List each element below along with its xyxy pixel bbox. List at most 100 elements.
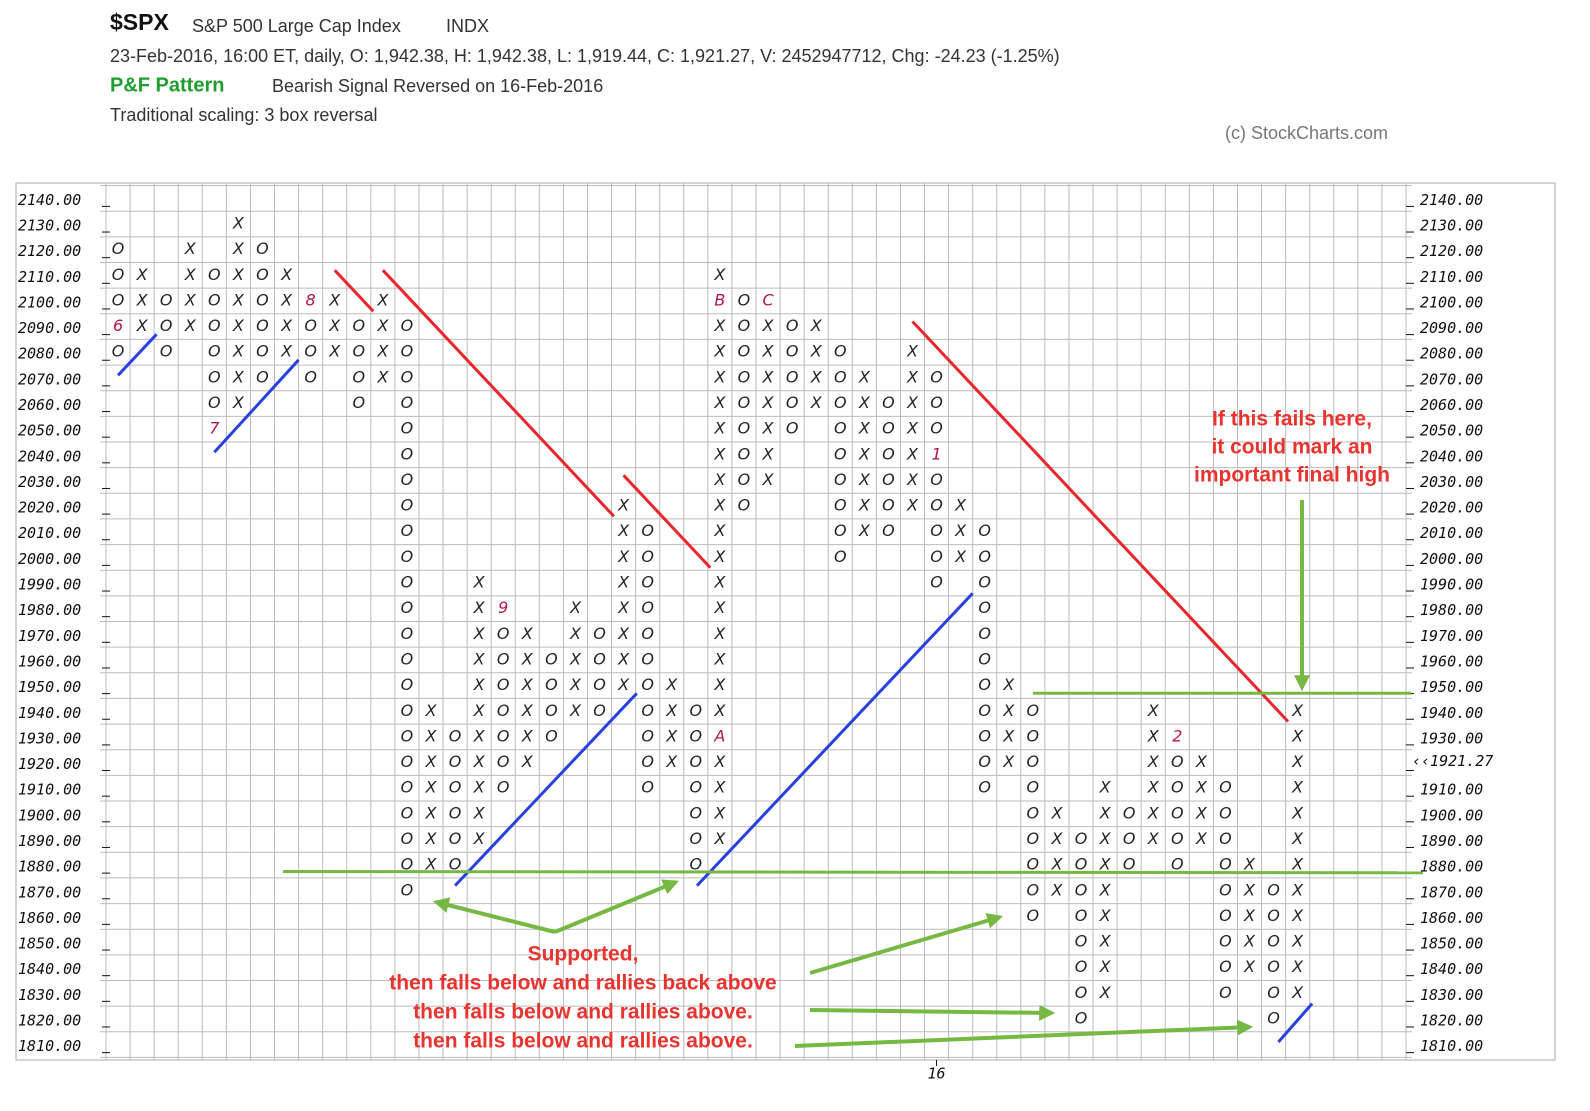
o-box: O	[1027, 726, 1040, 745]
x-box: X	[713, 624, 726, 643]
o-box: O	[112, 265, 125, 284]
x-box: X	[328, 316, 341, 335]
o-box: O	[690, 726, 703, 745]
x-box: X	[1147, 778, 1160, 797]
o-box: O	[690, 778, 703, 797]
x-box: X	[1147, 701, 1160, 720]
x-box: X	[1147, 752, 1160, 771]
x-box: X	[232, 265, 245, 284]
o-box: O	[401, 649, 414, 668]
x-box: X	[713, 316, 726, 335]
y-tick-label-right: 2130.00	[1420, 217, 1483, 235]
o-box: O	[882, 393, 895, 412]
y-tick-label: 1960.00	[18, 652, 81, 670]
o-box: O	[497, 778, 510, 797]
x-box: X	[473, 598, 486, 617]
x-box: X	[713, 752, 726, 771]
x-box: X	[425, 701, 438, 720]
x-box: X	[1147, 803, 1160, 822]
x-box: X	[1050, 829, 1063, 848]
x-box: X	[1291, 983, 1304, 1002]
y-tick-label-right: 1880.00	[1420, 858, 1483, 876]
y-tick-label: 1990.00	[18, 576, 81, 594]
x-box: X	[521, 726, 534, 745]
o-box: O	[401, 880, 414, 899]
y-tick-label-right: 1870.00	[1420, 883, 1483, 901]
o-box: O	[834, 342, 847, 361]
o-box: O	[208, 316, 221, 335]
o-box: O	[882, 470, 895, 489]
o-box: O	[786, 342, 799, 361]
o-box: O	[1075, 932, 1088, 951]
o-box: O	[1027, 803, 1040, 822]
o-box: O	[1075, 906, 1088, 925]
x-box: X	[1243, 957, 1256, 976]
x-box: X	[569, 675, 582, 694]
y-tick-label: 1890.00	[18, 832, 81, 850]
annotation: then falls below and rallies above.	[413, 1030, 753, 1053]
trend-line	[1277, 1002, 1314, 1044]
o-box: O	[1267, 1008, 1280, 1027]
o-box: O	[401, 316, 414, 335]
x-box: X	[906, 470, 919, 489]
trend-line	[213, 358, 300, 454]
o-box: O	[208, 342, 221, 361]
x-box: X	[713, 444, 726, 463]
y-tick-label-right: 1910.00	[1420, 781, 1483, 799]
y-tick-label: 1970.00	[18, 627, 81, 645]
o-box: O	[978, 675, 991, 694]
o-box: O	[352, 393, 365, 412]
o-box: O	[690, 803, 703, 822]
o-box: O	[978, 598, 991, 617]
x-box: X	[1291, 932, 1304, 951]
o-box: O	[641, 573, 654, 592]
x-box: X	[280, 265, 293, 284]
o-box: O	[449, 829, 462, 848]
month-mark: C	[762, 290, 774, 309]
x-box: X	[713, 573, 726, 592]
o-box: O	[1027, 701, 1040, 720]
o-box: O	[1075, 880, 1088, 899]
x-box: X	[232, 290, 245, 309]
o-box: O	[1171, 778, 1184, 797]
o-box: O	[786, 316, 799, 335]
o-box: O	[304, 342, 317, 361]
x-box: X	[713, 598, 726, 617]
y-tick-label: 1980.00	[18, 601, 81, 619]
y-tick-label: 1860.00	[18, 909, 81, 927]
o-box: O	[208, 367, 221, 386]
y-tick-label: 2120.00	[18, 242, 81, 260]
trend-line	[911, 320, 1290, 723]
o-box: O	[1027, 829, 1040, 848]
x-box: X	[1050, 855, 1063, 874]
o-box: O	[449, 778, 462, 797]
o-box: O	[738, 419, 751, 438]
x-box: X	[521, 675, 534, 694]
y-tick-label: 2020.00	[18, 499, 81, 517]
o-box: O	[112, 342, 125, 361]
o-box: O	[641, 752, 654, 771]
y-tick-label: 1870.00	[18, 883, 81, 901]
y-tick-label-right: 2040.00	[1420, 447, 1483, 465]
o-box: O	[786, 419, 799, 438]
o-box: O	[1219, 957, 1232, 976]
y-tick-label: 1930.00	[18, 729, 81, 747]
x-box: X	[762, 393, 775, 412]
month-mark: 7	[209, 419, 220, 438]
o-box: O	[401, 521, 414, 540]
y-tick-label: 2000.00	[18, 550, 81, 568]
arrow	[554, 879, 679, 934]
x-box: X	[280, 290, 293, 309]
o-box: O	[641, 701, 654, 720]
o-box: O	[593, 624, 606, 643]
x-box: X	[521, 649, 534, 668]
x-box: X	[473, 829, 486, 848]
o-box: O	[256, 342, 269, 361]
o-box: O	[930, 573, 943, 592]
o-box: O	[738, 470, 751, 489]
o-box: O	[401, 855, 414, 874]
o-box: O	[834, 419, 847, 438]
x-box: X	[473, 752, 486, 771]
x-box: X	[617, 675, 630, 694]
x-tick-label: 16	[928, 1065, 946, 1083]
